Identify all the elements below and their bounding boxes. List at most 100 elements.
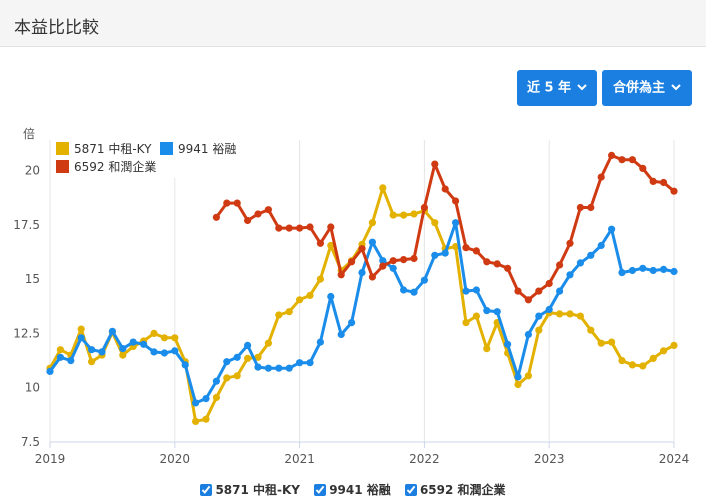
series-toggle-1[interactable]: 5871 中租-KY [200, 481, 300, 498]
series-3-point [358, 245, 366, 253]
series-2-point [337, 330, 345, 339]
series-2-point [296, 359, 304, 367]
series-2-point [576, 259, 585, 267]
series-2-point [608, 225, 616, 233]
chart-legend: 5871 中租-KY 9941 裕融 6592 和潤企業 [52, 140, 250, 178]
series-2-point [244, 341, 252, 349]
series-checkbox-1[interactable] [200, 484, 213, 496]
series-2-point [452, 219, 460, 227]
series-2-point [420, 276, 428, 284]
legend-label-3: 6592 和潤企業 [74, 159, 156, 174]
series-3-point [337, 271, 345, 279]
series-2-point [212, 377, 220, 385]
x-axis-ticks: 2019 2020 2021 2022 2023 2024 [35, 442, 690, 466]
series-2-point [483, 307, 491, 315]
series-3-point [670, 187, 678, 195]
series-3-point [452, 197, 460, 205]
series-toggle-3-label: 6592 和潤企業 [419, 483, 506, 497]
series-1-point [233, 372, 241, 380]
y-tick-label: 10 [25, 381, 40, 395]
series-3-point [275, 224, 283, 232]
chart-gridlines [49, 140, 675, 443]
series-3-point [618, 156, 626, 164]
series-1-point [514, 380, 522, 389]
series-2-point [285, 364, 293, 372]
legend-label-2: 9941 裕融 [178, 141, 236, 156]
series-toggle-2[interactable]: 9941 裕融 [314, 481, 391, 498]
series-1-point [150, 329, 158, 337]
series-3-point [483, 258, 491, 266]
period-dropdown-button[interactable]: 近 5 年 [517, 70, 597, 106]
series-3-point [535, 287, 543, 295]
consolidation-dropdown-label: 合併為主 [612, 80, 665, 96]
series-2-point [410, 288, 418, 296]
series-3-point [639, 164, 647, 172]
series-2-point [358, 269, 366, 277]
series-2-point [275, 364, 283, 372]
series-3 [212, 151, 678, 304]
series-2-point [171, 347, 179, 355]
series-2-point [223, 358, 231, 366]
series-1-point [628, 361, 637, 369]
series-3-point [389, 257, 397, 265]
series-1-point [223, 374, 231, 382]
series-2-point [160, 349, 168, 357]
series-2-point [77, 334, 85, 342]
series-1-point [306, 291, 314, 299]
series-1-point [649, 354, 657, 362]
series-toggle-3[interactable]: 6592 和潤企業 [404, 481, 506, 498]
series-2-point [108, 327, 116, 335]
series-2-point [431, 251, 439, 259]
series-1-point [212, 393, 220, 402]
series-1-point [368, 219, 376, 227]
series-3-point [566, 239, 574, 247]
series-3-point [472, 247, 480, 255]
series-2-point [192, 399, 200, 407]
series-3-line [214, 153, 676, 302]
chevron-down-icon [671, 70, 681, 106]
series-1-point [639, 362, 647, 370]
series-2-point [441, 249, 449, 257]
series-2-point [150, 348, 158, 356]
series-1-point [88, 358, 96, 366]
series-2-point [264, 364, 272, 372]
series-3-point [264, 206, 272, 214]
series-1-point [410, 210, 418, 218]
series-1-point [171, 334, 179, 342]
series-3-point [514, 287, 522, 295]
series-3-point [504, 264, 512, 272]
series-3-point [660, 178, 668, 187]
series-1-point [660, 347, 668, 355]
x-tick-label: 2022 [409, 452, 440, 466]
chevron-down-icon [577, 70, 587, 106]
series-3-point [576, 203, 585, 212]
consolidation-dropdown-button[interactable]: 合併為主 [602, 70, 692, 106]
series-checkbox-2[interactable] [314, 484, 327, 496]
series-2 [46, 219, 678, 407]
series-3-point [327, 223, 335, 231]
x-tick-label: 2023 [534, 452, 565, 466]
series-2-point [639, 264, 647, 272]
series-1-point [244, 354, 252, 362]
page-title: 本益比比較 [14, 18, 99, 38]
series-3-point [410, 254, 418, 263]
series-2-point [670, 267, 678, 276]
series-2-point [462, 287, 470, 295]
series-3-point [587, 203, 595, 212]
series-3-point [316, 239, 324, 247]
series-1-point [670, 341, 678, 349]
series-2-point [389, 264, 397, 272]
x-tick-label: 2024 [659, 452, 690, 466]
series-1-line [48, 186, 676, 423]
series-checkbox-3[interactable] [404, 484, 417, 496]
series-3-point [368, 273, 376, 281]
page-header: 本益比比較 [0, 0, 706, 47]
series-3-point [441, 185, 449, 193]
y-axis-ticks: 7.5 10 12.5 15 17.5 20 [13, 164, 40, 449]
series-2-point [504, 340, 512, 348]
y-tick-label: 17.5 [13, 218, 40, 232]
series-toggle-2-label: 9941 裕融 [329, 483, 391, 497]
series-3-point [306, 223, 314, 231]
series-3-point [597, 173, 605, 181]
series-2-point [202, 395, 210, 403]
